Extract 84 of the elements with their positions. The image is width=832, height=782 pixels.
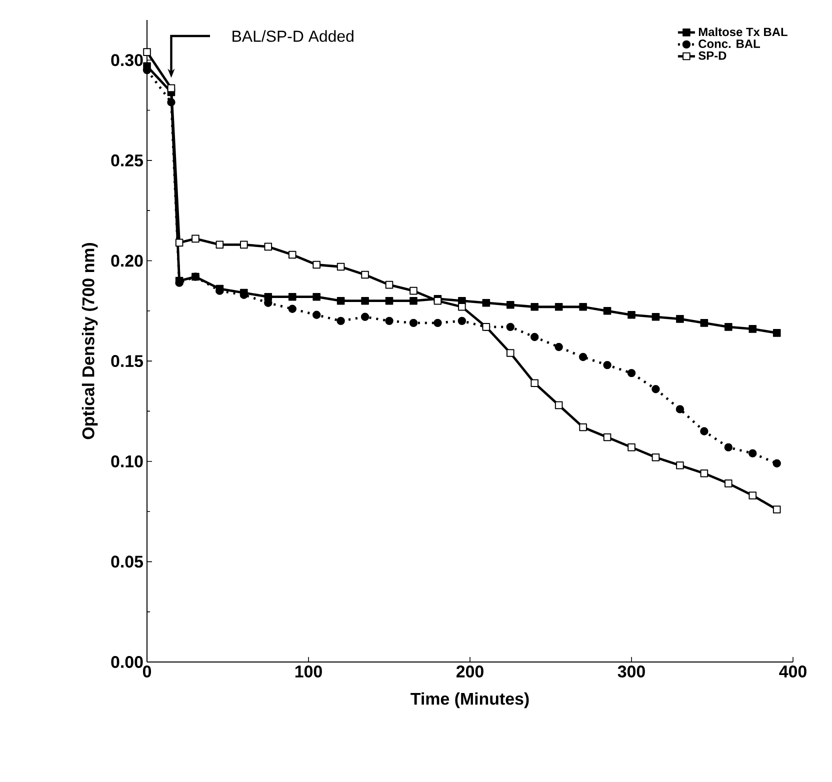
point xyxy=(724,443,733,452)
point xyxy=(192,234,200,243)
point xyxy=(312,310,321,319)
point xyxy=(361,296,369,305)
y-tick-label: 0.25 xyxy=(111,154,144,166)
legend-label: SP-D xyxy=(698,51,726,60)
point xyxy=(772,329,781,337)
point xyxy=(772,459,781,468)
point xyxy=(482,298,490,307)
point xyxy=(748,492,757,500)
x-tick-label: 400 xyxy=(779,666,806,678)
point xyxy=(264,242,272,251)
point xyxy=(579,302,587,311)
point xyxy=(361,270,369,279)
point xyxy=(336,316,345,326)
point xyxy=(167,98,176,106)
point xyxy=(603,433,612,442)
point xyxy=(554,342,563,352)
x-tick-label: 0 xyxy=(142,666,152,678)
point xyxy=(409,318,418,328)
point xyxy=(216,240,224,249)
x-tick-label: 100 xyxy=(295,666,322,678)
point xyxy=(700,469,708,478)
point xyxy=(676,405,684,414)
point xyxy=(628,311,636,319)
point xyxy=(530,302,539,311)
point xyxy=(167,84,176,92)
point xyxy=(410,286,418,295)
point xyxy=(530,379,539,388)
point xyxy=(312,260,320,269)
point xyxy=(385,316,394,326)
point xyxy=(748,449,757,458)
point xyxy=(175,238,184,247)
y-tick-label: 0.10 xyxy=(111,455,143,468)
point xyxy=(652,385,660,394)
point xyxy=(506,322,514,332)
point xyxy=(240,240,248,249)
point xyxy=(627,368,636,378)
point xyxy=(385,280,394,289)
point xyxy=(748,325,757,333)
point xyxy=(652,453,660,462)
point xyxy=(578,352,588,362)
point xyxy=(554,302,563,311)
x-axis-title: Time (Minutes) xyxy=(410,692,529,708)
y-tick-label: 0.05 xyxy=(111,556,144,568)
point xyxy=(434,318,442,328)
point xyxy=(288,304,296,313)
point xyxy=(506,349,514,357)
point xyxy=(676,315,684,323)
point xyxy=(312,292,320,301)
point xyxy=(603,306,612,315)
point xyxy=(676,461,684,470)
point xyxy=(652,313,660,321)
point xyxy=(458,302,466,311)
point xyxy=(336,296,345,305)
point xyxy=(554,401,563,410)
point xyxy=(628,443,636,452)
point xyxy=(724,480,732,488)
point xyxy=(579,423,587,432)
point xyxy=(410,296,418,305)
point xyxy=(603,360,612,370)
point xyxy=(724,323,732,331)
point xyxy=(506,300,514,309)
point xyxy=(143,48,151,56)
point xyxy=(336,262,345,271)
y-tick-label: 0.30 xyxy=(111,54,143,66)
y-axis-title: Optical Density (700 nm) xyxy=(82,243,98,440)
y-tick-label: 0.00 xyxy=(111,656,143,668)
x-tick-label: 200 xyxy=(456,666,484,678)
y-tick-label: 0.20 xyxy=(111,254,143,267)
annotation: BAL/SP-D Added xyxy=(232,30,354,42)
point xyxy=(772,506,781,514)
x-tick-label: 300 xyxy=(618,666,645,678)
point xyxy=(385,296,394,305)
point xyxy=(458,316,466,326)
point xyxy=(700,319,708,327)
point xyxy=(288,292,296,301)
point xyxy=(360,312,370,322)
point xyxy=(530,332,539,342)
point xyxy=(288,250,296,259)
legend-label: Maltose Tx BAL xyxy=(698,27,788,36)
legend-label: Conc. BAL xyxy=(698,40,760,48)
y-tick-label: 0.15 xyxy=(111,355,144,368)
point xyxy=(700,427,708,436)
